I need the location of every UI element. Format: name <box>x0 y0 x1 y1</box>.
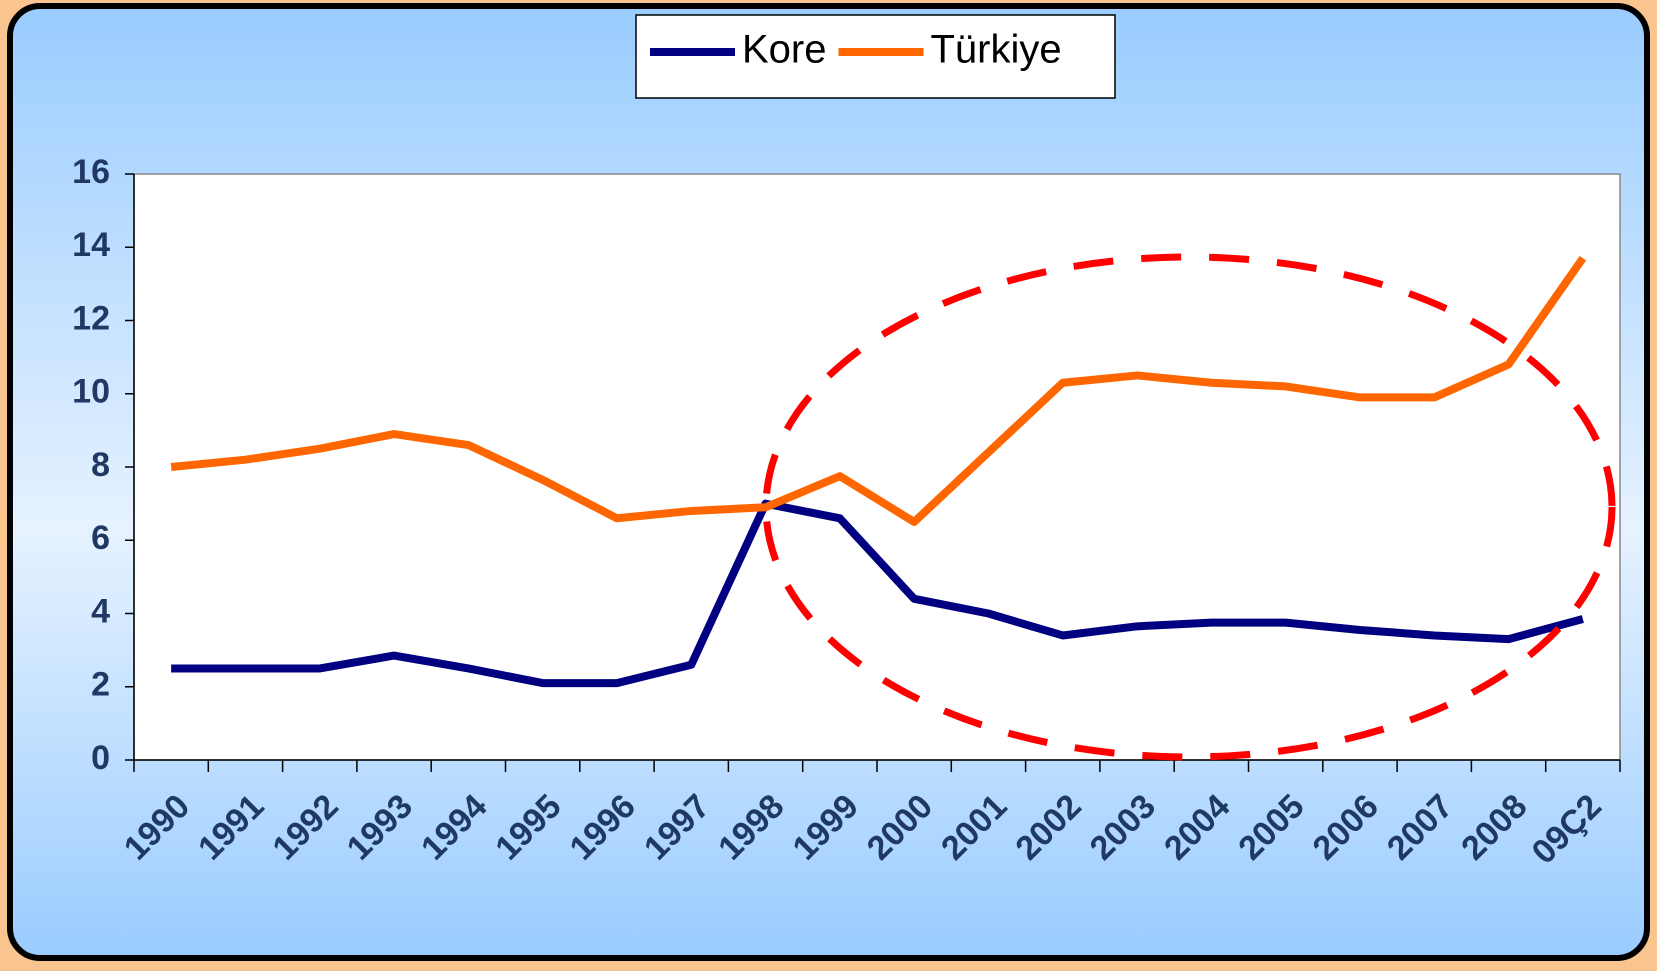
y-tick-label: 14 <box>72 226 110 264</box>
legend-label: Türkiye <box>931 28 1062 72</box>
y-tick-label: 2 <box>91 666 110 704</box>
y-tick-label: 12 <box>72 299 110 337</box>
legend-box <box>635 14 1116 99</box>
y-tick-label: 6 <box>91 519 110 557</box>
legend-label: Kore <box>742 28 827 72</box>
y-tick-label: 0 <box>91 739 110 777</box>
plot-area <box>133 173 1621 761</box>
highlight-ellipse <box>762 253 1616 761</box>
y-tick-label: 8 <box>91 446 110 484</box>
line-series <box>170 255 1587 526</box>
y-tick-label: 4 <box>91 592 110 630</box>
y-tick-label: 16 <box>72 153 110 191</box>
legend: Kore Türkiye <box>635 14 1116 99</box>
line-series <box>171 499 1584 688</box>
y-tick-label: 10 <box>72 373 110 411</box>
